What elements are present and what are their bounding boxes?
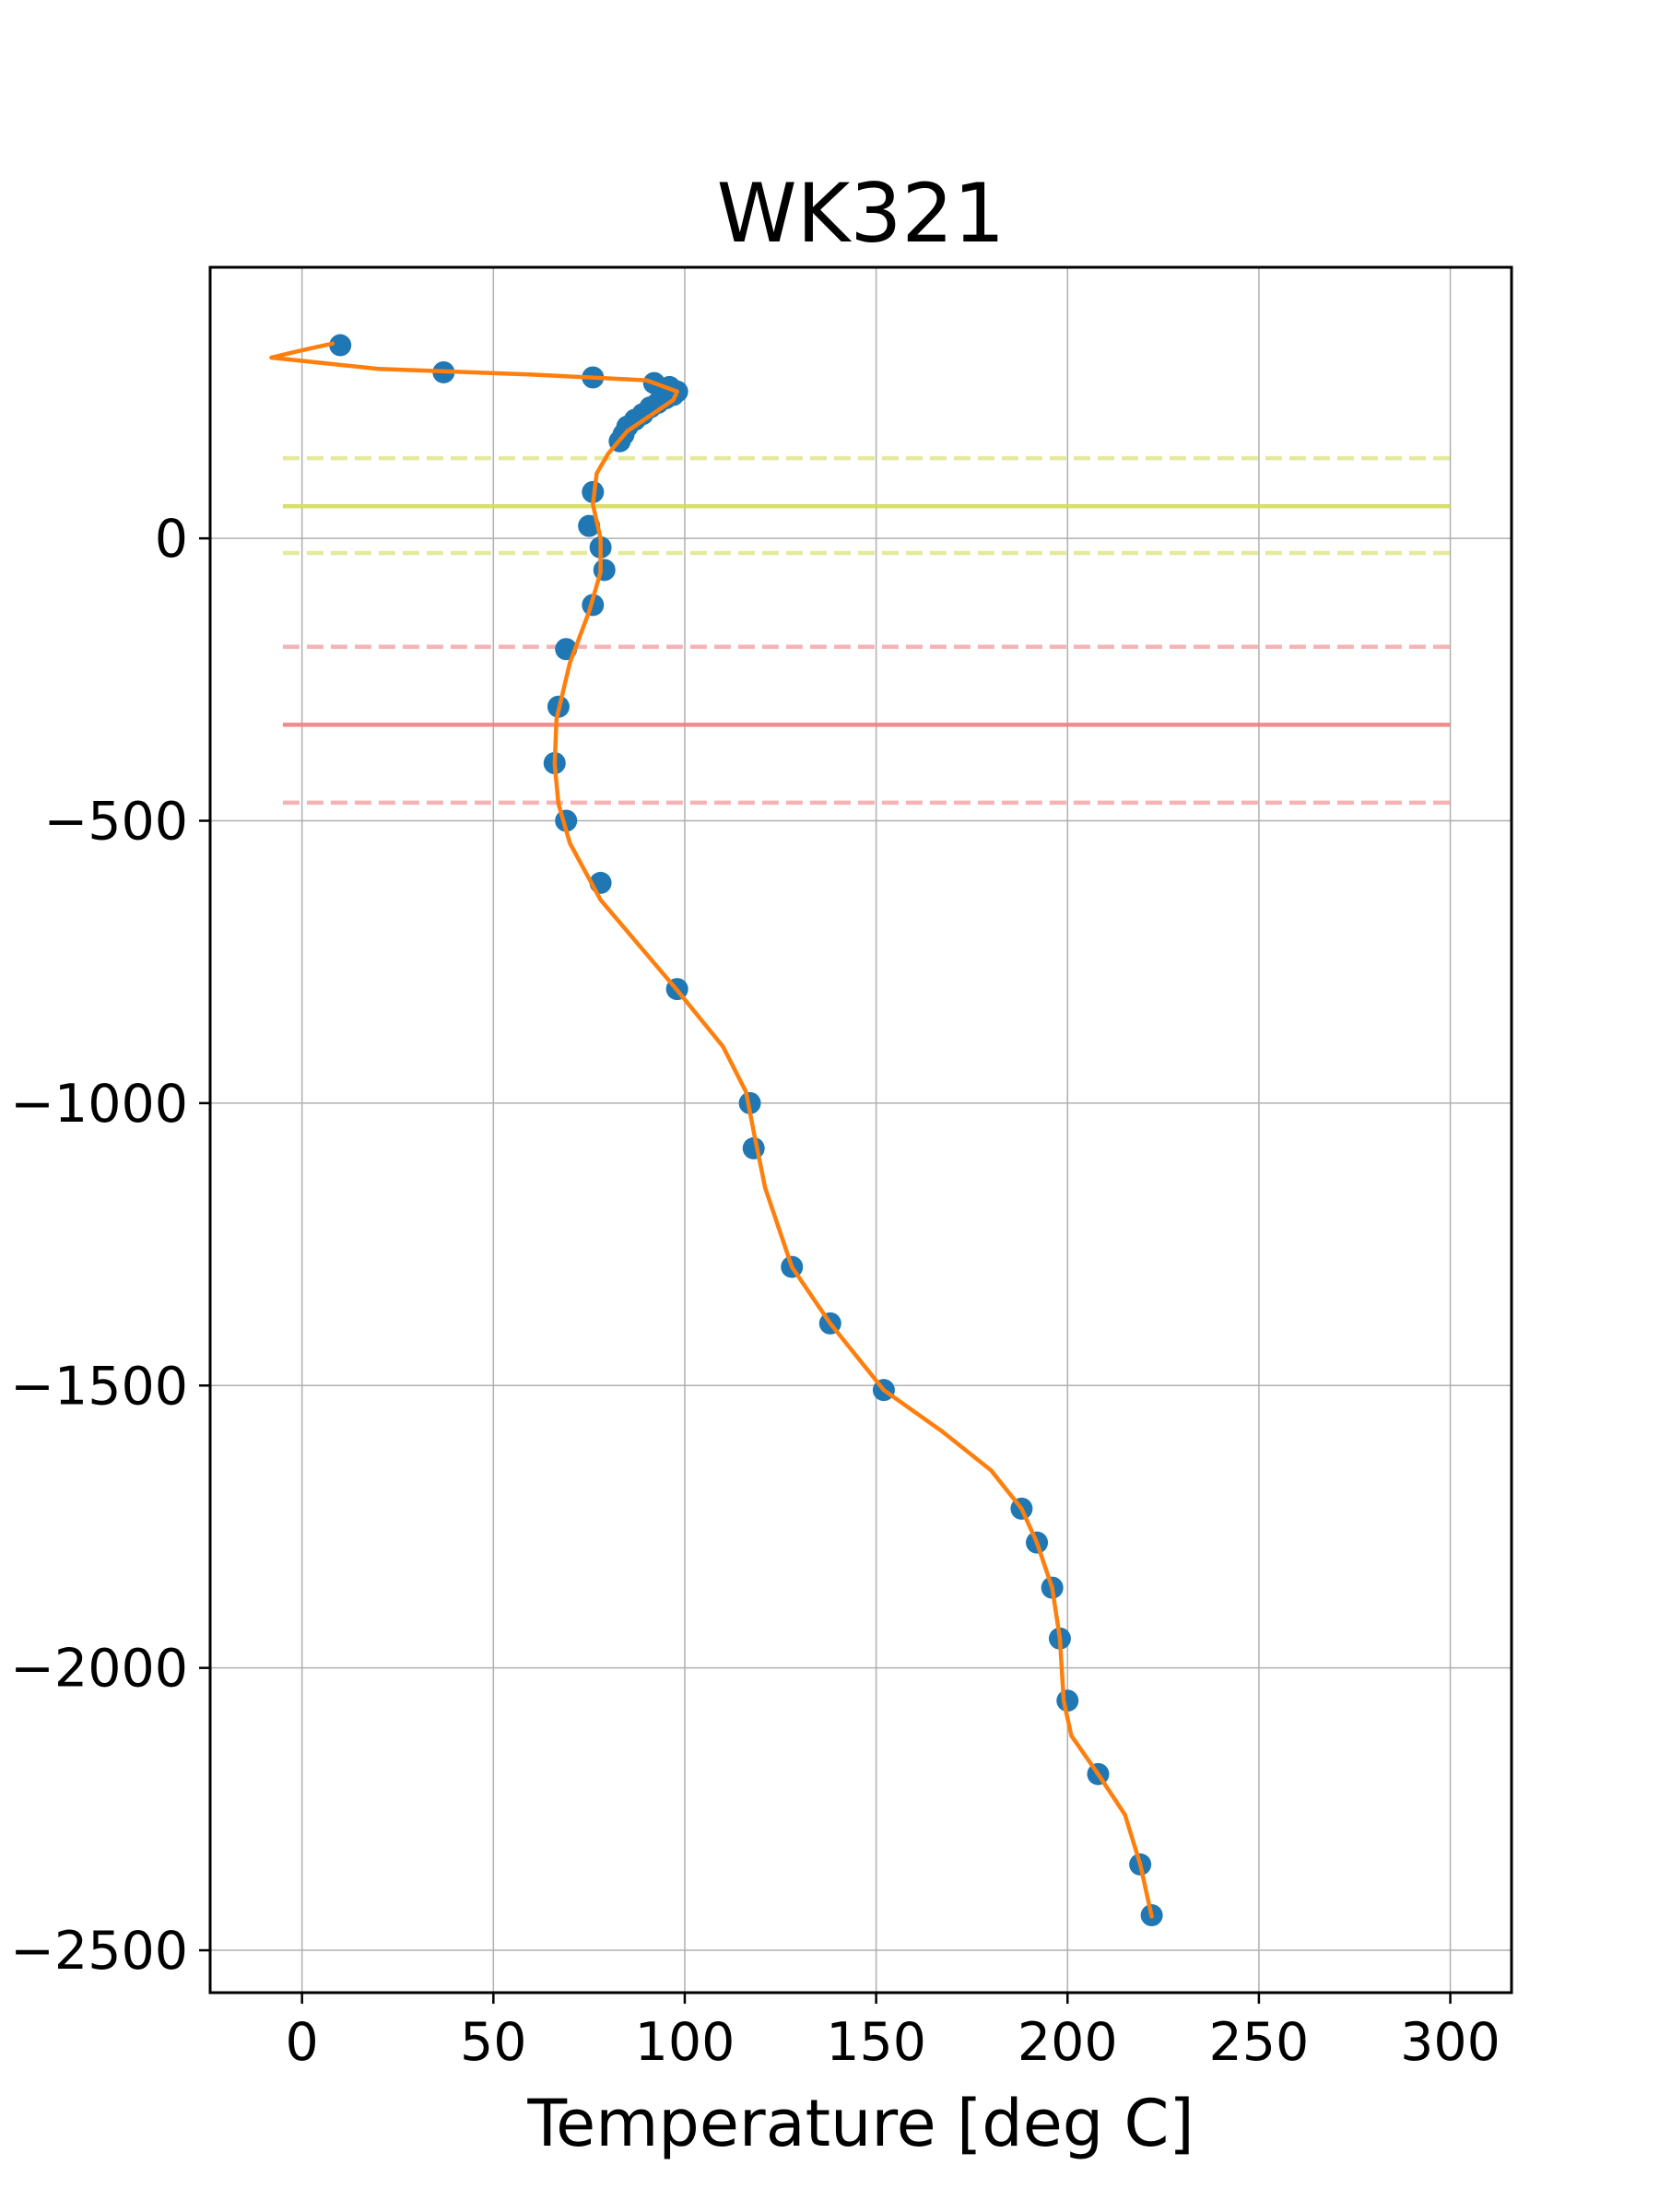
fit-curve-layer xyxy=(269,341,1154,1919)
x-tick-label: 100 xyxy=(635,2012,735,2073)
chart-title: WK321 xyxy=(717,166,1006,261)
reference-lines xyxy=(282,455,1451,806)
y-axis-ticks: 0 −500 −1000 −1500 −2000 −2500 xyxy=(10,509,210,1982)
data-point xyxy=(593,559,616,582)
data-points xyxy=(329,334,1163,1927)
y-tick-label: −1000 xyxy=(10,1074,188,1135)
data-point xyxy=(329,334,352,357)
x-tick-label: 250 xyxy=(1209,2012,1310,2073)
x-tick-label: 0 xyxy=(286,2012,319,2073)
x-tick-label: 150 xyxy=(826,2012,926,2073)
x-tick-label: 200 xyxy=(1018,2012,1118,2073)
fit-curve xyxy=(269,341,1154,1919)
y-tick-label: −2500 xyxy=(10,1921,188,1982)
y-tick-label: −1500 xyxy=(10,1356,188,1417)
x-tick-label: 50 xyxy=(460,2012,527,2073)
y-tick-label: −2000 xyxy=(10,1639,188,1700)
grid-lines xyxy=(210,267,1512,1993)
x-axis-title: Temperature [deg C] xyxy=(526,2086,1194,2161)
x-tick-label: 300 xyxy=(1400,2012,1500,2073)
plot-frame xyxy=(208,265,1513,1994)
data-point xyxy=(1056,1689,1079,1712)
y-tick-label: −500 xyxy=(43,792,188,853)
y-tick-label: 0 xyxy=(155,509,188,570)
x-axis-ticks: 0 50 100 150 200 250 300 xyxy=(286,1993,1500,2073)
